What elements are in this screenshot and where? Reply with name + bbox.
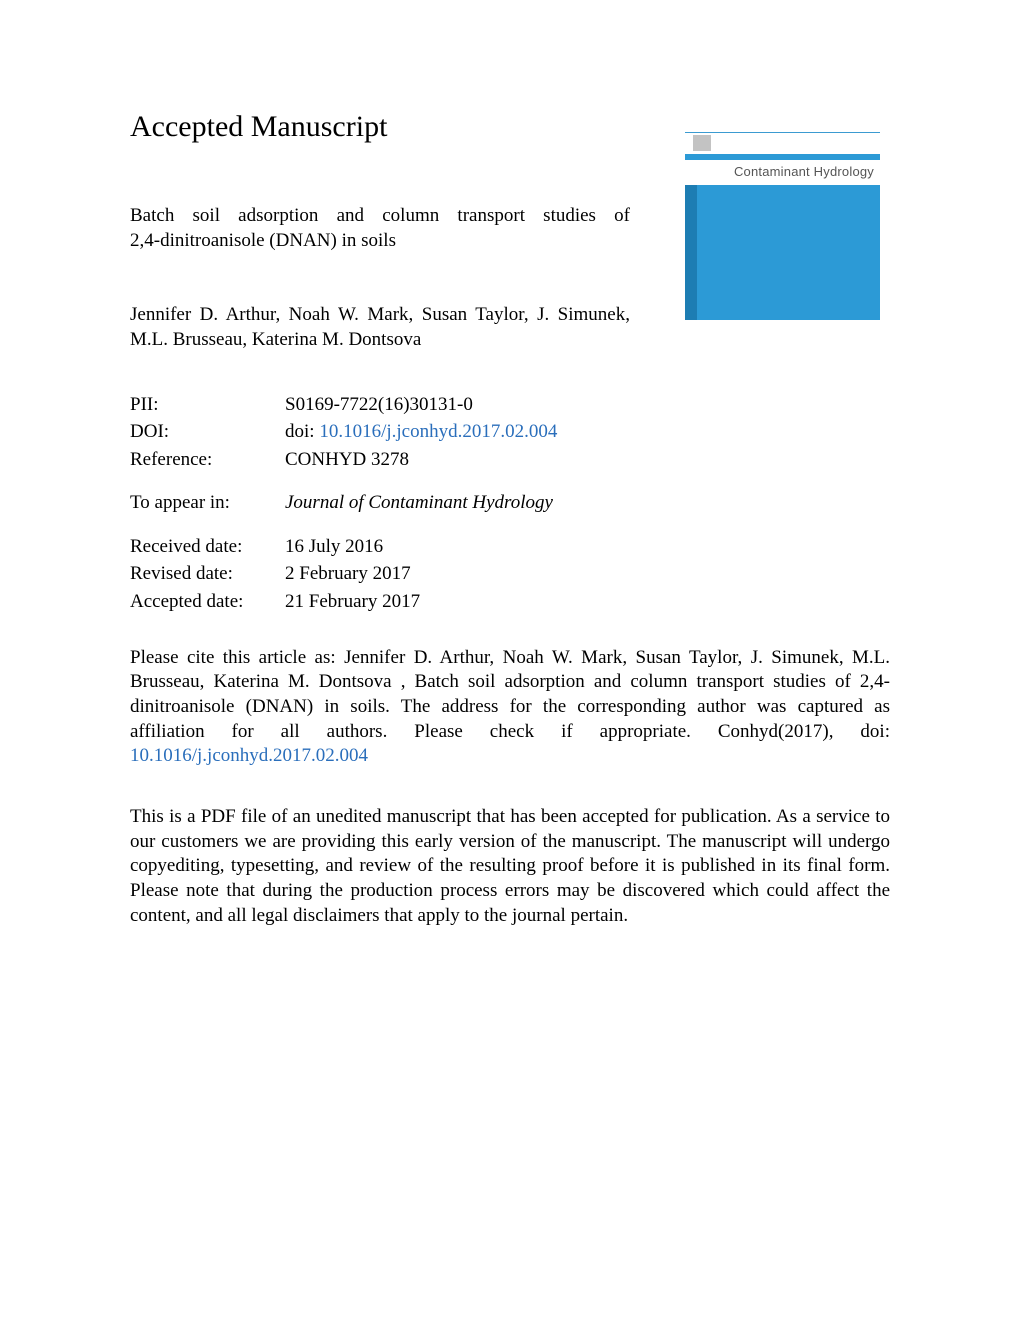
reference-value: CONHYD 3278 xyxy=(285,446,409,474)
journal-cover-thumbnail: Contaminant Hydrology xyxy=(685,132,880,332)
authors-line1: Jennifer D. Arthur, Noah W. Mark, Susan … xyxy=(130,303,630,328)
publisher-logo-icon xyxy=(693,135,711,151)
meta-row-toappear: To appear in: Journal of Contaminant Hyd… xyxy=(130,489,890,517)
doi-link[interactable]: 10.1016/j.jconhyd.2017.02.004 xyxy=(319,421,557,442)
received-value: 16 July 2016 xyxy=(285,533,383,561)
meta-row-pii: PII: S0169-7722(16)30131-0 xyxy=(130,391,890,419)
cover-top-strip xyxy=(685,132,880,154)
article-title: Batch soil adsorption and column transpo… xyxy=(130,204,630,253)
meta-row-accepted: Accepted date: 21 February 2017 xyxy=(130,588,890,616)
meta-row-doi: DOI: doi: 10.1016/j.jconhyd.2017.02.004 xyxy=(130,418,890,446)
received-label: Received date: xyxy=(130,533,285,561)
revised-label: Revised date: xyxy=(130,560,285,588)
citation-doi-link[interactable]: 10.1016/j.jconhyd.2017.02.004 xyxy=(130,745,368,766)
citation-text: Please cite this article as: Jennifer D.… xyxy=(130,647,890,742)
article-title-line1: Batch soil adsorption and column transpo… xyxy=(130,204,630,229)
cover-body-spine xyxy=(685,185,697,320)
meta-row-reference: Reference: CONHYD 3278 xyxy=(130,446,890,474)
cover-body-main xyxy=(697,185,880,320)
pii-label: PII: xyxy=(130,391,285,419)
accepted-label: Accepted date: xyxy=(130,588,285,616)
authors: Jennifer D. Arthur, Noah W. Mark, Susan … xyxy=(130,303,630,352)
accepted-value: 21 February 2017 xyxy=(285,588,420,616)
cover-body xyxy=(685,185,880,320)
reference-label: Reference: xyxy=(130,446,285,474)
journal-name: Contaminant Hydrology xyxy=(685,160,880,185)
doi-value: doi: 10.1016/j.jconhyd.2017.02.004 xyxy=(285,418,557,446)
metadata-table: PII: S0169-7722(16)30131-0 DOI: doi: 10.… xyxy=(130,391,890,616)
toappear-label: To appear in: xyxy=(130,489,285,517)
pii-value: S0169-7722(16)30131-0 xyxy=(285,391,473,419)
revised-value: 2 February 2017 xyxy=(285,560,411,588)
citation-paragraph: Please cite this article as: Jennifer D.… xyxy=(130,646,890,769)
authors-line2: M.L. Brusseau, Katerina M. Dontsova xyxy=(130,328,630,353)
toappear-value: Journal of Contaminant Hydrology xyxy=(285,489,553,517)
doi-label: DOI: xyxy=(130,418,285,446)
article-title-line2: 2,4-dinitroanisole (DNAN) in soils xyxy=(130,229,630,254)
doi-prefix: doi: xyxy=(285,421,319,442)
meta-row-revised: Revised date: 2 February 2017 xyxy=(130,560,890,588)
disclaimer-paragraph: This is a PDF file of an unedited manusc… xyxy=(130,805,890,928)
meta-row-received: Received date: 16 July 2016 xyxy=(130,533,890,561)
